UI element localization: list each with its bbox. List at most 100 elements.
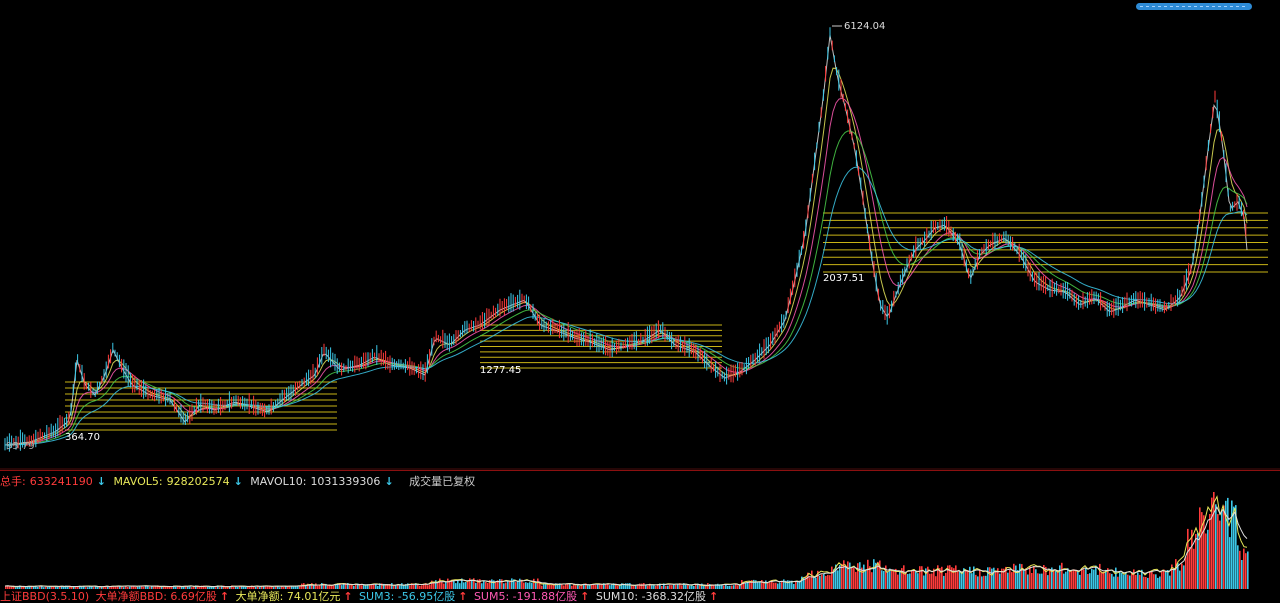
volume-bar [1117, 576, 1119, 589]
volume-bar [155, 586, 157, 589]
volume-bar [983, 575, 985, 589]
volume-bar [525, 582, 527, 589]
level-label-3: 2037.51 [823, 273, 864, 284]
volume-bar [173, 585, 175, 589]
volume-bar [689, 585, 691, 589]
volume-bar [617, 585, 619, 589]
volume-bar [157, 585, 159, 589]
volume-bar [659, 583, 661, 589]
volume-bar [311, 583, 313, 589]
volume-bar [1101, 571, 1103, 589]
volume-bar [209, 587, 211, 589]
volume-bar [869, 566, 871, 589]
volume-bar [959, 571, 961, 589]
volume-bar [1161, 571, 1163, 589]
volume-bar [575, 585, 577, 589]
volume-bar [439, 578, 441, 589]
volume-bar [129, 586, 131, 589]
volume-bar [1127, 574, 1129, 589]
volume-bar [13, 585, 15, 589]
volume-bar [745, 582, 747, 589]
volume-bar [979, 569, 981, 589]
volume-bar [785, 580, 787, 589]
volume-bar [83, 586, 85, 589]
volume-bar [883, 571, 885, 589]
volume-bar [1169, 575, 1171, 589]
volume-bar [95, 585, 97, 589]
volume-bar [491, 579, 493, 589]
volume-bar [929, 573, 931, 589]
volume-bar [1203, 515, 1205, 589]
volume-bar [1151, 572, 1153, 589]
volume-bar [1137, 572, 1139, 589]
volume-bar [485, 582, 487, 589]
volume-bar [81, 586, 83, 589]
volume-bar [839, 564, 841, 589]
volume-bar [915, 571, 917, 589]
volume-bar [1135, 575, 1137, 589]
volume-bar [851, 567, 853, 589]
volume-bar [923, 575, 925, 589]
volume-bar [1109, 573, 1111, 589]
volume-bar [115, 586, 117, 589]
volume-bar [573, 583, 575, 589]
volume-bar [633, 585, 635, 589]
volume-bar [305, 585, 307, 589]
volume-bar [1141, 569, 1143, 589]
volume-bar [801, 576, 803, 589]
volume-bar [5, 585, 7, 589]
volume-bar [775, 582, 777, 589]
volume-bar [635, 585, 637, 589]
volume-bar [1159, 576, 1161, 589]
volume-bar [841, 563, 843, 589]
volume-bar [1047, 575, 1049, 589]
volume-bar [1113, 576, 1115, 589]
volume-bar [1211, 497, 1213, 589]
volume-bar [189, 586, 191, 589]
volume-bar [807, 572, 809, 589]
volume-bar [493, 580, 495, 589]
volume-bar [1235, 505, 1237, 589]
volume-bar [1017, 570, 1019, 589]
volume-bar [611, 583, 613, 589]
volume-bar [7, 585, 9, 589]
volume-chart[interactable] [0, 489, 1280, 589]
volume-bar [899, 571, 901, 589]
volume-bar [1125, 572, 1127, 589]
volume-adjusted-note: 成交量已复权 [409, 475, 476, 488]
volume-bar [645, 584, 647, 589]
volume-bar [245, 587, 247, 589]
volume-bar [249, 586, 251, 589]
mavol5-down-arrow-icon: ↓ [233, 475, 243, 488]
volume-bar [389, 584, 391, 589]
volume-bar [845, 566, 847, 589]
volume-bar [643, 583, 645, 589]
volume-bar [1077, 571, 1079, 589]
volume-bar [97, 586, 99, 589]
volume-bar [149, 586, 151, 589]
volume-bar [499, 579, 501, 589]
volume-bar [23, 585, 25, 589]
volume-bar [1247, 551, 1249, 589]
volume-bar [887, 571, 889, 589]
volume-bar [1003, 568, 1005, 589]
volume-bar [1175, 559, 1177, 589]
volume-bar [669, 585, 671, 589]
chart-scroll-handle[interactable] [1136, 3, 1252, 10]
volume-bar [33, 586, 35, 589]
volume-bar [387, 584, 389, 589]
volume-chart-panel[interactable] [0, 489, 1280, 589]
volume-bar [697, 583, 699, 589]
volume-bar [297, 586, 299, 589]
volume-bar [513, 579, 515, 589]
volume-bar [469, 578, 471, 589]
volume-bar [113, 586, 115, 589]
volume-bar [593, 584, 595, 589]
volume-bar [533, 578, 535, 589]
price-chart[interactable]: 364.70 1277.45 2037.51 6124.04 95.79 [0, 0, 1280, 470]
mavol5-label: MAVOL5: [113, 475, 163, 488]
volume-bar [727, 585, 729, 589]
volume-bar [805, 576, 807, 589]
volume-bar [687, 584, 689, 589]
price-chart-panel[interactable]: 364.70 1277.45 2037.51 6124.04 95.79 [0, 0, 1280, 470]
